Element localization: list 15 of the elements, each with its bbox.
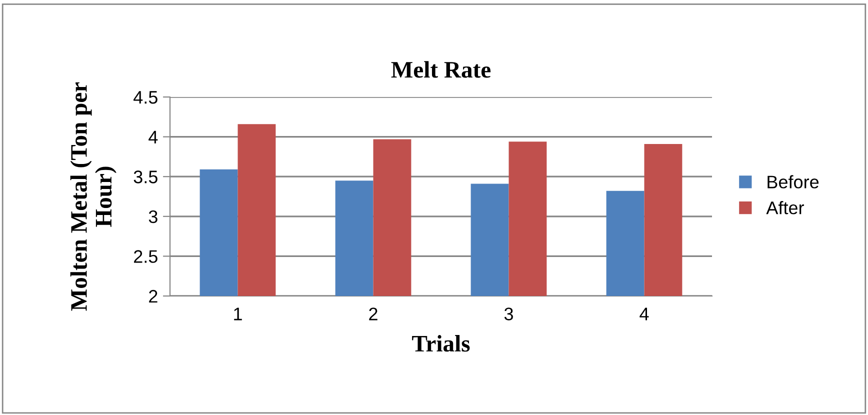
y-tick-label: 2	[149, 290, 158, 303]
y-tick-label: 4	[148, 130, 158, 144]
x-tick-label: 1	[234, 308, 242, 320]
x-tick-label: 2	[369, 308, 378, 320]
x-tick-label: 3	[504, 308, 513, 320]
x-tick-label: 4	[640, 308, 649, 320]
y-tick-label: 2.5	[134, 250, 158, 263]
legend-label: Before	[768, 175, 819, 188]
chart-title: Melt Rate	[391, 61, 491, 78]
y-tick-label: 3	[148, 210, 158, 224]
y-axis-title: Molten Metal (Ton per Hour)	[70, 82, 116, 311]
legend-label: After	[766, 201, 804, 214]
y-tick-label: 4.5	[134, 91, 158, 104]
y-tick-label: 3.5	[134, 170, 158, 184]
x-axis-title: Trials	[412, 335, 470, 352]
